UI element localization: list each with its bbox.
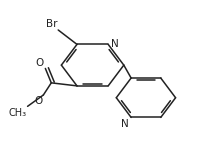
Text: O: O (34, 96, 42, 106)
Text: N: N (121, 119, 129, 129)
Text: N: N (111, 39, 118, 49)
Text: Br: Br (46, 19, 57, 29)
Text: O: O (35, 58, 43, 68)
Text: CH₃: CH₃ (8, 108, 27, 118)
